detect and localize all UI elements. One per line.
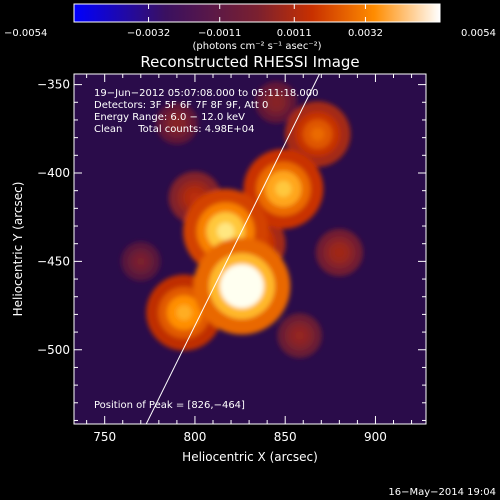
x-tick-label: 850	[274, 430, 297, 444]
source-4	[295, 331, 305, 341]
colorbar-tick-label: −0.0032	[127, 28, 170, 39]
colorbar-tick-label: 0.0054	[461, 28, 496, 39]
source-3	[271, 97, 281, 107]
x-axis-ticks: 750 800 850 900	[86, 74, 413, 444]
colorbar-tick-label: −0.0011	[198, 28, 241, 39]
annotation-clean-counts: Clean Total counts: 4.98E+04	[94, 124, 254, 135]
plot-frame	[73, 73, 427, 425]
annotation-time-range: 19−Jun−2012 05:07:08.000 to 05:11:18.000	[94, 88, 319, 99]
source-10	[275, 180, 292, 198]
x-axis-label: Heliocentric X (arcsec)	[182, 450, 318, 464]
source-12	[231, 276, 252, 297]
x-tick-label: 800	[183, 430, 206, 444]
colorbar-tick-label: −0.0054	[4, 28, 47, 39]
y-tick-label: −500	[37, 343, 70, 357]
source-7	[310, 127, 325, 141]
annotation-block: 19−Jun−2012 05:07:08.000 to 05:11:18.000…	[94, 88, 319, 135]
x-tick-label: 750	[93, 430, 116, 444]
source-5	[334, 247, 345, 258]
y-axis-label: Heliocentric Y (arcsec)	[11, 182, 25, 317]
colorbar-unit-label: (photons cm⁻² s⁻¹ asec⁻²)	[192, 41, 321, 52]
source-1	[136, 257, 145, 266]
footer-timestamp: 16−May−2014 19:04	[388, 487, 496, 498]
solar-limb-line	[145, 74, 320, 424]
annotation-energy-range: Energy Range: 6.0 − 12.0 keV	[94, 112, 245, 123]
source-11	[216, 222, 235, 241]
heatmap-image	[121, 81, 363, 358]
colorbar-ticks: −0.0054 −0.0032 −0.0011 0.0011 0.0032 0.0054	[4, 4, 496, 39]
x-tick-label: 900	[364, 430, 387, 444]
annotation-detectors: Detectors: 3F 5F 6F 7F 8F 9F, Att 0	[94, 100, 268, 111]
y-axis-ticks: −350 −400 −450 −500	[37, 78, 426, 421]
source-2	[172, 119, 182, 128]
colorbar-tick-label: 0.0032	[348, 28, 383, 39]
y-tick-label: −350	[37, 78, 70, 92]
y-tick-label: −400	[37, 166, 70, 180]
y-tick-label: −450	[37, 254, 70, 268]
source-9	[176, 304, 192, 321]
colorbar	[73, 3, 441, 23]
peak-position-label: Position of Peak = [826,−464]	[94, 400, 245, 411]
chart-title: Reconstructed RHESSI Image	[140, 53, 359, 71]
colorbar-tick-label: 0.0011	[277, 28, 312, 39]
